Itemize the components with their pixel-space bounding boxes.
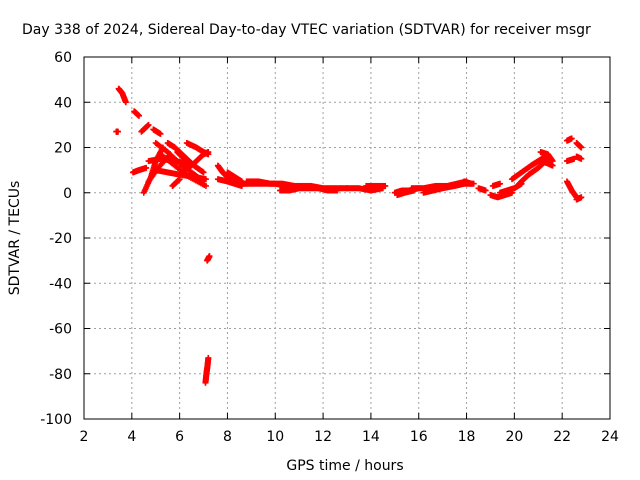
x-tick-label: 20 — [505, 429, 523, 445]
data-point — [382, 182, 389, 189]
data-point — [205, 151, 212, 158]
data-point — [482, 187, 489, 194]
y-tick-label: -80 — [49, 367, 72, 383]
y-axis-ticks: 60 40 20 0 -20 -40 -60 -80 -100 — [40, 50, 610, 428]
data-point — [135, 112, 142, 119]
data-point — [200, 169, 207, 176]
y-tick-label: -40 — [49, 276, 72, 292]
data-point — [157, 130, 164, 137]
x-tick-label: 24 — [601, 429, 619, 445]
data-point — [145, 121, 152, 128]
data-point — [122, 99, 129, 106]
y-tick-label: -20 — [49, 231, 72, 247]
data-point — [549, 162, 556, 169]
x-tick-label: 16 — [410, 429, 428, 445]
y-axis-label: SDTVAR / TECUs — [7, 181, 23, 296]
chart-title: Day 338 of 2024, Sidereal Day-to-day VTE… — [22, 22, 591, 38]
data-point — [143, 164, 150, 171]
x-tick-label: 8 — [223, 429, 232, 445]
data-point — [202, 176, 209, 183]
x-axis-ticks: 2 4 6 8 10 12 14 16 18 20 22 24 — [80, 57, 619, 445]
x-tick-label: 12 — [314, 429, 332, 445]
x-tick-label: 18 — [458, 429, 476, 445]
y-tick-label: -100 — [40, 412, 72, 428]
data-point — [206, 253, 213, 260]
x-axis-label: GPS time / hours — [286, 458, 403, 474]
x-tick-label: 6 — [175, 429, 184, 445]
data-point — [202, 182, 209, 189]
data-point — [578, 194, 585, 201]
data-point — [176, 176, 183, 183]
data-point — [578, 144, 585, 151]
data-points — [113, 85, 585, 386]
data-point — [568, 135, 575, 142]
x-tick-label: 4 — [127, 429, 136, 445]
y-tick-label: 0 — [63, 186, 72, 202]
y-tick-label: 60 — [54, 50, 72, 66]
x-tick-label: 14 — [362, 429, 380, 445]
data-point — [497, 180, 504, 187]
y-tick-label: -60 — [49, 322, 72, 338]
y-tick-label: 40 — [54, 95, 72, 111]
x-tick-label: 22 — [553, 429, 571, 445]
y-tick-label: 20 — [54, 141, 72, 157]
data-point — [578, 155, 585, 162]
x-tick-label: 2 — [80, 429, 89, 445]
data-point — [468, 180, 475, 187]
gridlines — [84, 57, 610, 419]
plot-frame — [83, 56, 611, 420]
data-point — [334, 187, 341, 194]
x-tick-label: 10 — [266, 429, 284, 445]
data-point — [114, 128, 121, 135]
data-point — [205, 354, 212, 361]
